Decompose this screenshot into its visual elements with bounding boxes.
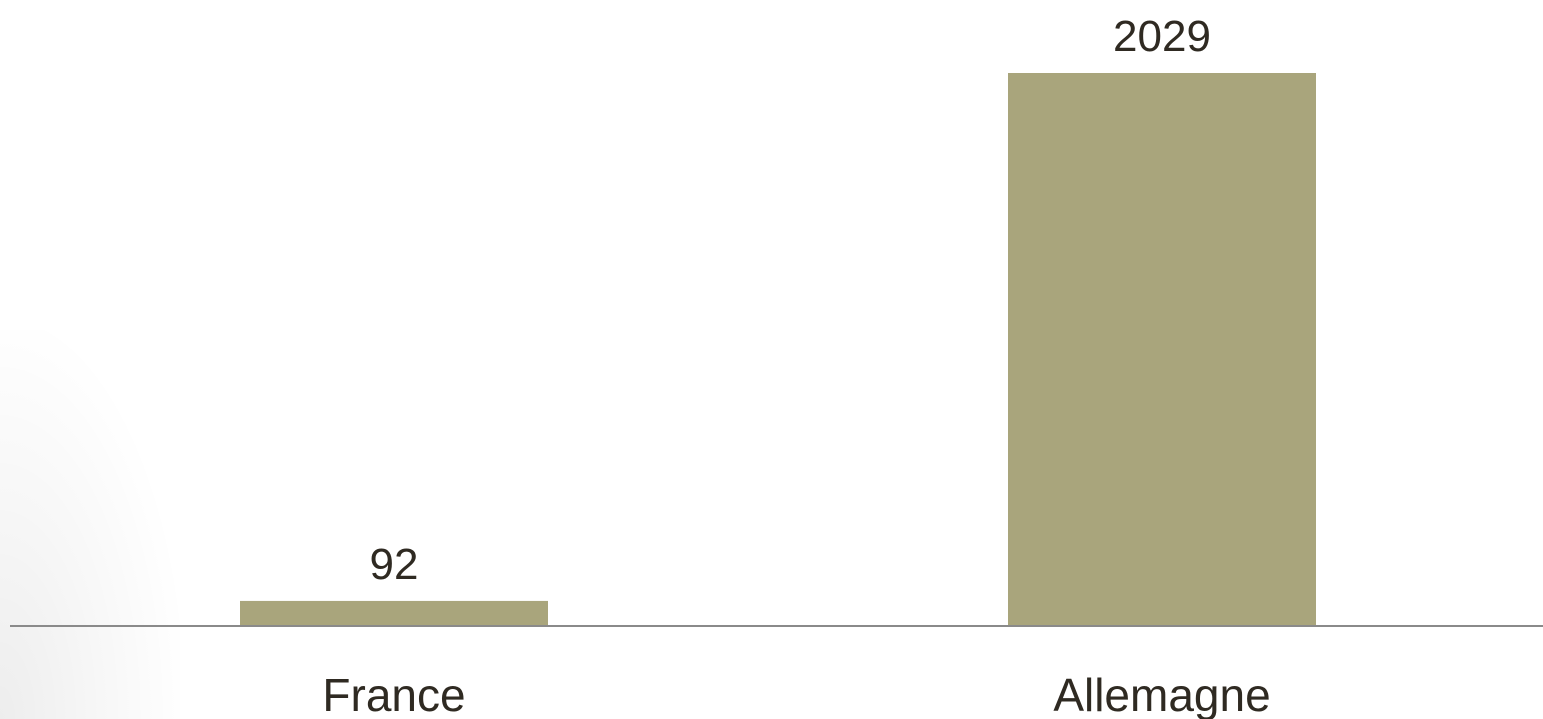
labels-layer: 92 France 2029 Allemagne bbox=[322, 12, 1270, 719]
bar-france bbox=[240, 600, 548, 626]
category-label-allemagne: Allemagne bbox=[1053, 669, 1270, 719]
bars-layer bbox=[240, 73, 1316, 626]
data-label-allemagne: 2029 bbox=[1113, 12, 1211, 61]
bar-allemagne bbox=[1008, 73, 1316, 626]
category-label-france: France bbox=[322, 669, 465, 719]
data-label-france: 92 bbox=[370, 540, 419, 589]
